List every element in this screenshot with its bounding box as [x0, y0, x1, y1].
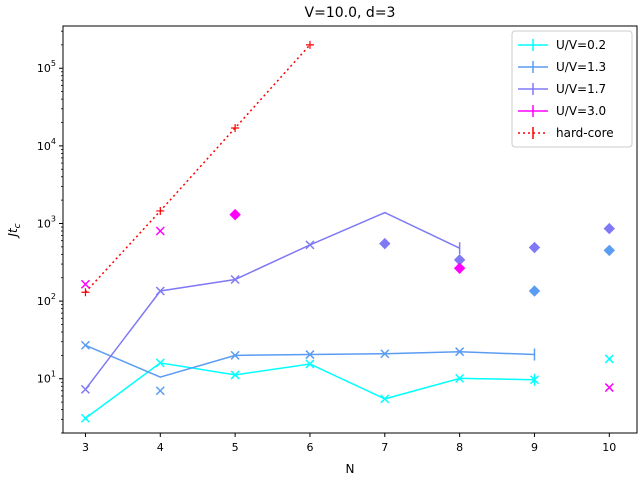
x-tick-label: 6	[306, 441, 313, 454]
y-tick-label: 104	[37, 137, 56, 153]
x-marker	[455, 373, 465, 383]
series-line	[84, 44, 311, 293]
x-tick-label: 9	[531, 441, 538, 454]
diamond-marker	[229, 208, 241, 221]
legend-entry: U/V=0.2	[518, 38, 606, 52]
series-hard-core	[81, 40, 314, 297]
x-marker	[80, 340, 90, 350]
x-marker	[380, 349, 390, 359]
x-marker	[230, 370, 240, 380]
plus-marker	[81, 288, 90, 297]
y-tick-label-exponent: 1	[51, 370, 56, 379]
y-axis-label-sub: c	[13, 223, 23, 228]
y-tick-label: 103	[37, 214, 56, 230]
x-tick-label: 4	[157, 441, 164, 454]
series-u-v-1-7	[80, 211, 616, 394]
legend-entry: U/V=1.3	[518, 60, 606, 74]
x-marker	[155, 386, 165, 396]
y-tick-label-exponent: 2	[51, 292, 56, 301]
series-layer	[80, 40, 616, 423]
plus-marker	[305, 40, 314, 49]
chart-title: V=10.0, d=3	[305, 5, 396, 21]
x-tick-label: 3	[82, 441, 89, 454]
x-marker	[155, 286, 165, 296]
legend-label: U/V=1.3	[556, 60, 606, 74]
y-tick-label-base: 10	[37, 217, 51, 230]
y-axis-label: Jtc	[6, 223, 23, 238]
x-tick-label: 7	[381, 441, 388, 454]
legend-label: U/V=1.7	[556, 82, 606, 96]
x-marker	[305, 350, 315, 360]
legend-entry: U/V=1.7	[518, 82, 606, 96]
legend-entry: U/V=3.0	[518, 104, 606, 118]
x-tick-label: 5	[232, 441, 239, 454]
series-line	[84, 211, 460, 390]
y-tick-label: 101	[37, 370, 56, 386]
x-marker	[230, 274, 240, 285]
legend-label: U/V=0.2	[556, 38, 606, 52]
x-marker	[604, 383, 614, 393]
series-line	[85, 344, 535, 378]
plus-marker	[156, 206, 165, 215]
legend-box	[511, 30, 633, 148]
x-marker	[380, 394, 390, 404]
diamond-marker	[453, 262, 466, 274]
y-tick-label-base: 10	[37, 140, 51, 153]
series-u-v-0-2	[80, 354, 614, 423]
y-tick-label-exponent: 3	[51, 214, 56, 223]
series-u-v-3-0	[80, 208, 614, 393]
x-marker	[230, 350, 240, 360]
x-axis: 3 4 5 6 7 8 9 10	[82, 433, 616, 454]
x-marker	[305, 359, 315, 369]
y-tick-label: 105	[37, 59, 56, 75]
x-axis-label: N	[346, 462, 355, 476]
x-marker	[80, 279, 90, 289]
diamond-marker	[528, 285, 541, 297]
diamond-marker	[379, 237, 391, 250]
legend: U/V=0.2 U/V=1.3 U/V=1.7 U/V=3.0 hard-core	[511, 30, 633, 148]
x-tick-label: 8	[456, 441, 463, 454]
legend-entry: hard-core	[518, 126, 614, 140]
diamond-marker	[603, 244, 616, 257]
legend-label: hard-core	[556, 126, 614, 140]
y-tick-label: 102	[37, 292, 56, 308]
y-axis-label-main: Jt	[6, 227, 20, 239]
x-tick-label: 10	[602, 441, 616, 454]
y-tick-label-base: 10	[37, 62, 51, 75]
x-marker	[155, 226, 165, 236]
y-tick-label-base: 10	[37, 373, 51, 386]
y-tick-label-exponent: 4	[51, 137, 56, 146]
x-marker	[155, 358, 165, 368]
y-tick-label-base: 10	[37, 295, 51, 308]
x-marker	[604, 354, 614, 364]
series-u-v-1-3	[80, 244, 616, 396]
x-marker	[529, 375, 540, 385]
x-marker	[80, 384, 90, 394]
diamond-marker	[603, 222, 616, 235]
y-tick-label-exponent: 5	[51, 59, 56, 68]
series-line	[85, 362, 535, 419]
plus-marker	[231, 123, 240, 132]
plot-area	[62, 25, 638, 434]
x-marker	[305, 240, 315, 250]
x-marker	[455, 347, 465, 357]
diamond-marker	[528, 241, 541, 254]
x-marker	[80, 413, 90, 423]
legend-label: U/V=3.0	[556, 104, 606, 118]
